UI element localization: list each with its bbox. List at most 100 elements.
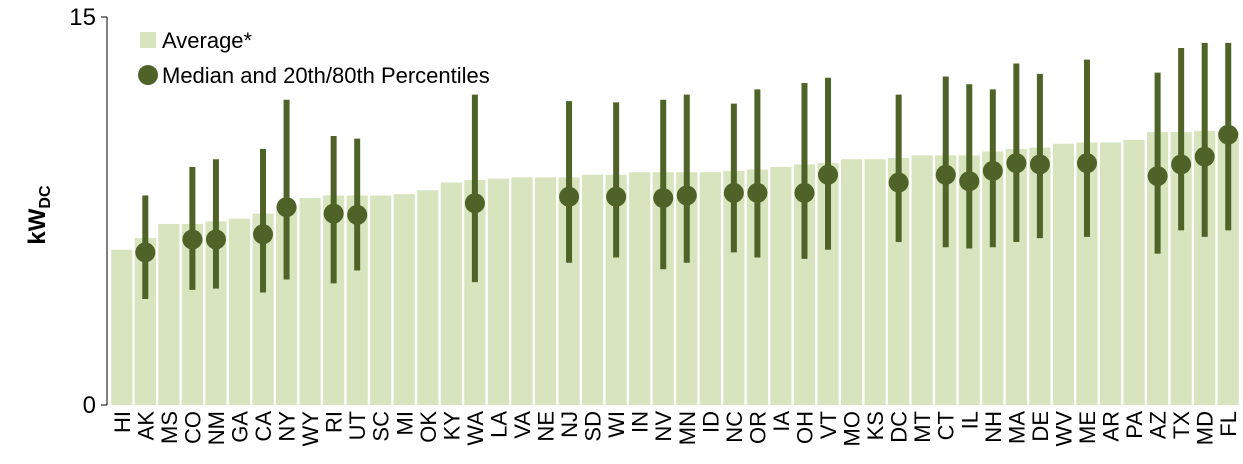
median-dot: [606, 186, 627, 207]
median-dot: [205, 229, 226, 250]
bar: [1005, 148, 1027, 406]
median-dot: [464, 193, 485, 214]
x-tick-label: TX: [1169, 411, 1194, 439]
bar: [111, 249, 133, 405]
y-axis-label-main: kW: [24, 208, 51, 244]
bar: [629, 172, 651, 405]
bar: [511, 177, 533, 405]
bar: [793, 164, 816, 405]
x-tick-label: KY: [439, 411, 464, 441]
median-dot: [723, 182, 744, 203]
median-dot: [182, 229, 203, 250]
x-tick-label: AR: [1099, 411, 1124, 442]
legend-label: Average*: [162, 28, 253, 53]
bar: [864, 159, 886, 405]
y-tick-label: 0: [83, 392, 96, 419]
bar: [346, 195, 368, 405]
x-tick-label: NY: [275, 411, 300, 442]
bar: [699, 172, 721, 405]
bar: [134, 238, 156, 405]
x-tick-label: NV: [651, 411, 676, 442]
bar: [770, 167, 792, 405]
x-tick-label: MO: [840, 411, 865, 446]
bar: [275, 205, 298, 405]
bar: [1194, 130, 1216, 405]
x-tick-label: NH: [981, 411, 1006, 443]
legend-label: Median and 20th/80th Percentiles: [162, 63, 490, 88]
x-tick-label: KS: [863, 411, 888, 440]
bar: [440, 182, 462, 405]
median-dot: [1029, 154, 1050, 175]
x-tick-label: NE: [534, 411, 559, 442]
median-dot: [1076, 153, 1097, 174]
bar: [605, 174, 627, 405]
x-tick-label: FL: [1216, 411, 1241, 437]
bar: [252, 213, 274, 405]
bar: [181, 223, 203, 405]
x-tick-label: UT: [345, 411, 370, 440]
x-tick-label: SD: [581, 411, 606, 442]
bar: [464, 179, 486, 405]
x-tick-label: MD: [1193, 411, 1218, 445]
median-dot: [276, 197, 297, 218]
x-tick-label: WA: [463, 411, 488, 446]
x-tick-label: NJ: [557, 411, 582, 438]
bar: [487, 178, 510, 405]
x-tick-label: NC: [722, 411, 747, 443]
bar: [582, 174, 604, 405]
median-dot: [818, 164, 839, 185]
bar: [299, 198, 321, 405]
median-dot: [323, 203, 344, 224]
median-dot: [347, 204, 368, 225]
x-tick-label: CA: [251, 411, 276, 442]
bar: [417, 190, 439, 405]
x-tick-label: LA: [486, 411, 511, 438]
bar: [676, 172, 698, 405]
x-tick-label: SC: [369, 411, 394, 442]
bar: [1076, 142, 1098, 405]
x-tick-label: ME: [1075, 411, 1100, 444]
bar: [723, 170, 745, 405]
x-tick-label: AZ: [1146, 411, 1171, 439]
x-tick-label: CT: [934, 411, 959, 440]
bar: [534, 177, 557, 405]
x-tick-label: VT: [816, 411, 841, 439]
legend-swatch: [138, 65, 158, 85]
bar: [1170, 132, 1192, 405]
x-tick-label: IN: [628, 411, 653, 433]
bar: [1123, 139, 1145, 405]
bar: [323, 195, 345, 405]
legend-swatch: [140, 32, 156, 48]
median-dot: [888, 172, 909, 193]
x-tick-label: IL: [957, 411, 982, 429]
x-tick-label: MS: [157, 411, 182, 444]
bar: [935, 155, 957, 405]
median-dot: [135, 242, 156, 263]
bar: [746, 169, 768, 405]
x-tick-label: OK: [416, 411, 441, 443]
bar: [1147, 132, 1169, 405]
x-tick-label: MT: [910, 411, 935, 443]
x-tick-label: HI: [110, 411, 135, 433]
y-axis-label: kWDC: [24, 185, 54, 245]
x-tick-label: IA: [769, 411, 794, 432]
median-dot: [253, 224, 274, 245]
x-tick-label: AK: [133, 411, 158, 441]
median-dot: [1171, 154, 1192, 175]
x-tick-label: OR: [745, 411, 770, 444]
y-tick-label: 15: [69, 4, 96, 31]
y-axis-label-sub: DC: [37, 185, 54, 209]
bar: [1099, 142, 1122, 405]
x-tick-label: WY: [298, 411, 323, 447]
x-tick-label: WI: [604, 411, 629, 438]
x-tick-label: PA: [1122, 411, 1147, 439]
median-dot: [959, 171, 980, 192]
bar: [228, 218, 251, 405]
x-tick-label: MI: [392, 411, 417, 435]
bar: [840, 159, 863, 405]
median-dot: [1194, 146, 1215, 167]
x-tick-label: ID: [698, 411, 723, 433]
bar: [982, 151, 1004, 405]
median-dot: [676, 185, 697, 206]
